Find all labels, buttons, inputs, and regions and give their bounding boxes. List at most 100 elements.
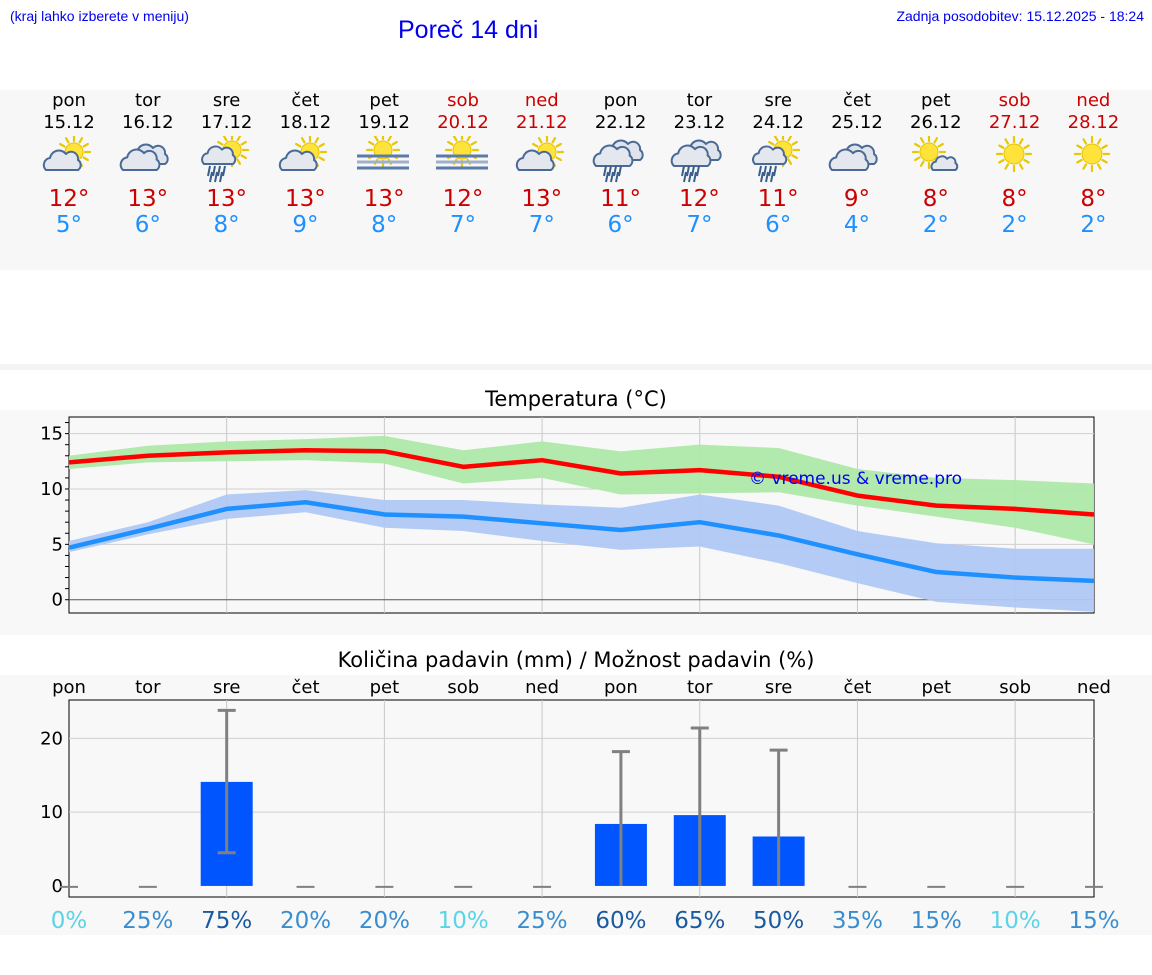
y-tick-label: 5 [52, 534, 63, 555]
precipitation-probability: 10% [990, 908, 1041, 934]
day-name: čet [291, 90, 320, 111]
partly-cloudy-icon [515, 136, 564, 171]
day-date: 17.12 [200, 112, 253, 133]
forecast-day: ned 21.12 13° 7° [503, 90, 581, 238]
day-date: 23.12 [673, 112, 726, 133]
min-temperature: 5° [55, 212, 83, 238]
min-temperature: 6° [765, 212, 792, 238]
max-temperature: 12° [442, 186, 484, 212]
max-temperature: 8° [1001, 186, 1028, 212]
divider [0, 364, 1152, 370]
max-temperature: 11° [757, 186, 799, 212]
min-temperature: 6° [134, 212, 161, 238]
y-tick-label: 10 [40, 802, 63, 823]
watermark: © vreme.us & vreme.pro [749, 469, 962, 489]
forecast-day: sob 20.12 12° 7° [424, 90, 502, 238]
precipitation-chart-title: Količina padavin (mm) / Možnost padavin … [337, 648, 815, 672]
forecast-day: pet 19.12 13° 8° [345, 90, 423, 238]
day-name: čet [842, 90, 872, 111]
day-date: 21.12 [516, 112, 568, 133]
forecast-day: čet 25.12 9° 4° [818, 90, 896, 238]
max-range-band [69, 435, 1094, 545]
day-label: tor [135, 677, 161, 698]
sun-fog-icon [357, 136, 410, 170]
day-name: pet [921, 90, 951, 111]
day-name: pon [603, 90, 638, 111]
day-label: čet [843, 677, 871, 698]
forecast-day: ned 28.12 8° 2° [1054, 90, 1132, 238]
precipitation-probability: 20% [359, 908, 410, 934]
max-temperature: 13° [521, 186, 563, 212]
forecast-strip: pon 15.12 12° 5° tor 16.12 13° 6° sre 17.12 13° 8° č… [0, 90, 1152, 270]
sun-icon [1074, 136, 1111, 173]
precipitation-probability: 65% [674, 908, 725, 934]
min-temperature: 7° [528, 212, 555, 238]
precipitation-probability: 25% [122, 908, 173, 934]
day-label: ned [525, 677, 559, 698]
day-date: 15.12 [43, 112, 95, 133]
day-label: sre [213, 677, 240, 698]
cloud-rain-icon [592, 139, 644, 183]
precipitation-probability: 60% [595, 908, 646, 934]
forecast-day: čet 18.12 13° 9° [266, 90, 344, 238]
temperature-chart: 0 5 10 15 © vreme.us & vreme.pro [40, 416, 1095, 614]
day-name: tor [135, 90, 161, 111]
day-date: 22.12 [594, 112, 647, 133]
max-temperature: 13° [206, 186, 247, 212]
max-temperature: 13° [363, 186, 405, 212]
sun-rain-icon [752, 136, 801, 183]
forecast-day: tor 23.12 12° 7° [660, 90, 738, 238]
precipitation-probability: 25% [517, 908, 568, 934]
max-temperature-line [68, 447, 1095, 517]
min-temperature: 2° [1080, 212, 1107, 238]
day-name: pon [52, 90, 86, 111]
min-temperature: 4° [843, 212, 871, 238]
y-tick-label: 0 [52, 590, 63, 611]
precipitation-probability: 50% [753, 908, 804, 934]
min-temperature: 8° [213, 212, 240, 238]
cloudy-icon [119, 143, 169, 171]
day-date: 28.12 [1067, 112, 1120, 133]
location-hint: (kraj lahko izberete v meniju) [10, 8, 189, 24]
precipitation-probability: 75% [201, 908, 252, 934]
sun-icon [995, 136, 1032, 173]
y-tick-label: 0 [52, 876, 63, 897]
day-label: sre [765, 677, 792, 698]
day-date: 25.12 [831, 112, 883, 133]
day-label: tor [687, 677, 713, 698]
day-date: 24.12 [752, 112, 804, 133]
precipitation-probability: 10% [438, 908, 489, 934]
day-label: pet [922, 677, 952, 698]
day-label: čet [292, 677, 320, 698]
max-temperature: 12° [679, 186, 720, 212]
day-name: pet [369, 90, 399, 111]
day-label: pon [52, 677, 86, 698]
min-temperature: 8° [371, 212, 398, 238]
day-date: 18.12 [279, 112, 332, 133]
max-temperature: 9° [843, 186, 871, 212]
min-temperature-line [68, 500, 1095, 584]
day-label: pet [370, 677, 400, 698]
day-date: 26.12 [910, 112, 962, 133]
forecast-day: pet 26.12 8° 2° [897, 90, 975, 238]
y-tick-label: 10 [40, 479, 63, 500]
precipitation-chart: pon tor sre čet pet sob ned pon tor sre čet pet sob n… [40, 677, 1119, 934]
max-temperature: 8° [1080, 186, 1107, 212]
forecast-day: tor 16.12 13° 6° [109, 90, 187, 238]
day-name: ned [1076, 90, 1111, 111]
temperature-chart-title: Temperatura (°C) [485, 387, 667, 411]
day-name: sre [212, 90, 241, 111]
min-temperature: 7° [449, 212, 477, 238]
day-label: sob [447, 677, 479, 698]
max-temperature: 13° [127, 186, 169, 212]
min-temperature: 2° [1001, 212, 1028, 238]
day-name: sob [998, 90, 1031, 111]
precipitation-probability: 15% [1068, 908, 1119, 934]
day-label: sob [999, 677, 1031, 698]
day-date: 20.12 [437, 112, 489, 133]
partly-cloudy-icon [279, 136, 328, 171]
max-temperature: 12° [48, 186, 90, 212]
sun-small-cloud-icon [911, 136, 958, 171]
precipitation-probability: 15% [911, 908, 962, 934]
day-name: sre [764, 90, 792, 111]
